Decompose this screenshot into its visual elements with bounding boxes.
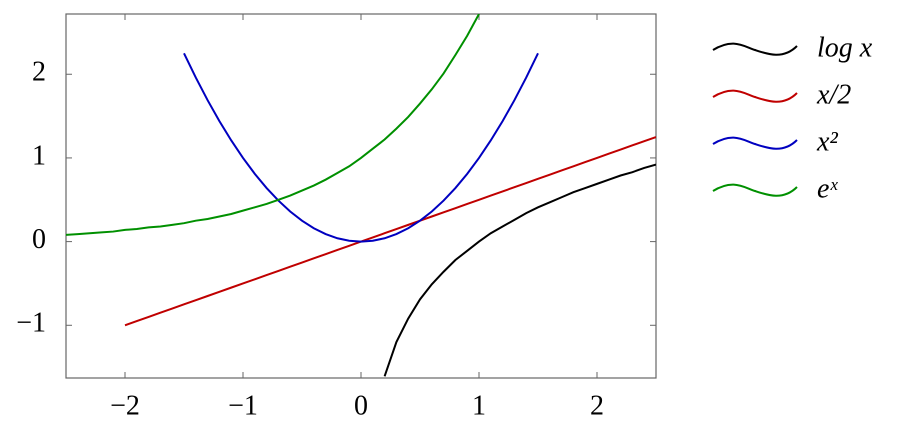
- y-tick-label: −1: [16, 308, 46, 339]
- x-tick-label: 2: [590, 390, 604, 421]
- legend-label: x²: [816, 126, 838, 157]
- y-tick-label: 2: [32, 57, 46, 88]
- line-series: [124, 136, 656, 327]
- plot-frame: [65, 13, 657, 379]
- y-tick-label: 0: [32, 224, 46, 255]
- line-series: [183, 52, 539, 243]
- x-tick-label: −2: [110, 390, 140, 421]
- x-tick-label: −1: [228, 390, 258, 421]
- legend-swatch: [712, 136, 798, 150]
- legend-swatch: [712, 183, 798, 197]
- legend-label: x/2: [816, 79, 851, 110]
- line-series: [66, 14, 480, 236]
- legend-swatch: [712, 89, 798, 103]
- legend-swatch: [712, 42, 798, 56]
- legend-label: eˣ: [817, 173, 838, 204]
- y-tick-label: 1: [32, 140, 46, 171]
- legend-label: log x: [817, 32, 873, 63]
- x-tick-label: 0: [354, 390, 368, 421]
- x-tick-label: 1: [472, 390, 486, 421]
- line-series: [383, 163, 656, 377]
